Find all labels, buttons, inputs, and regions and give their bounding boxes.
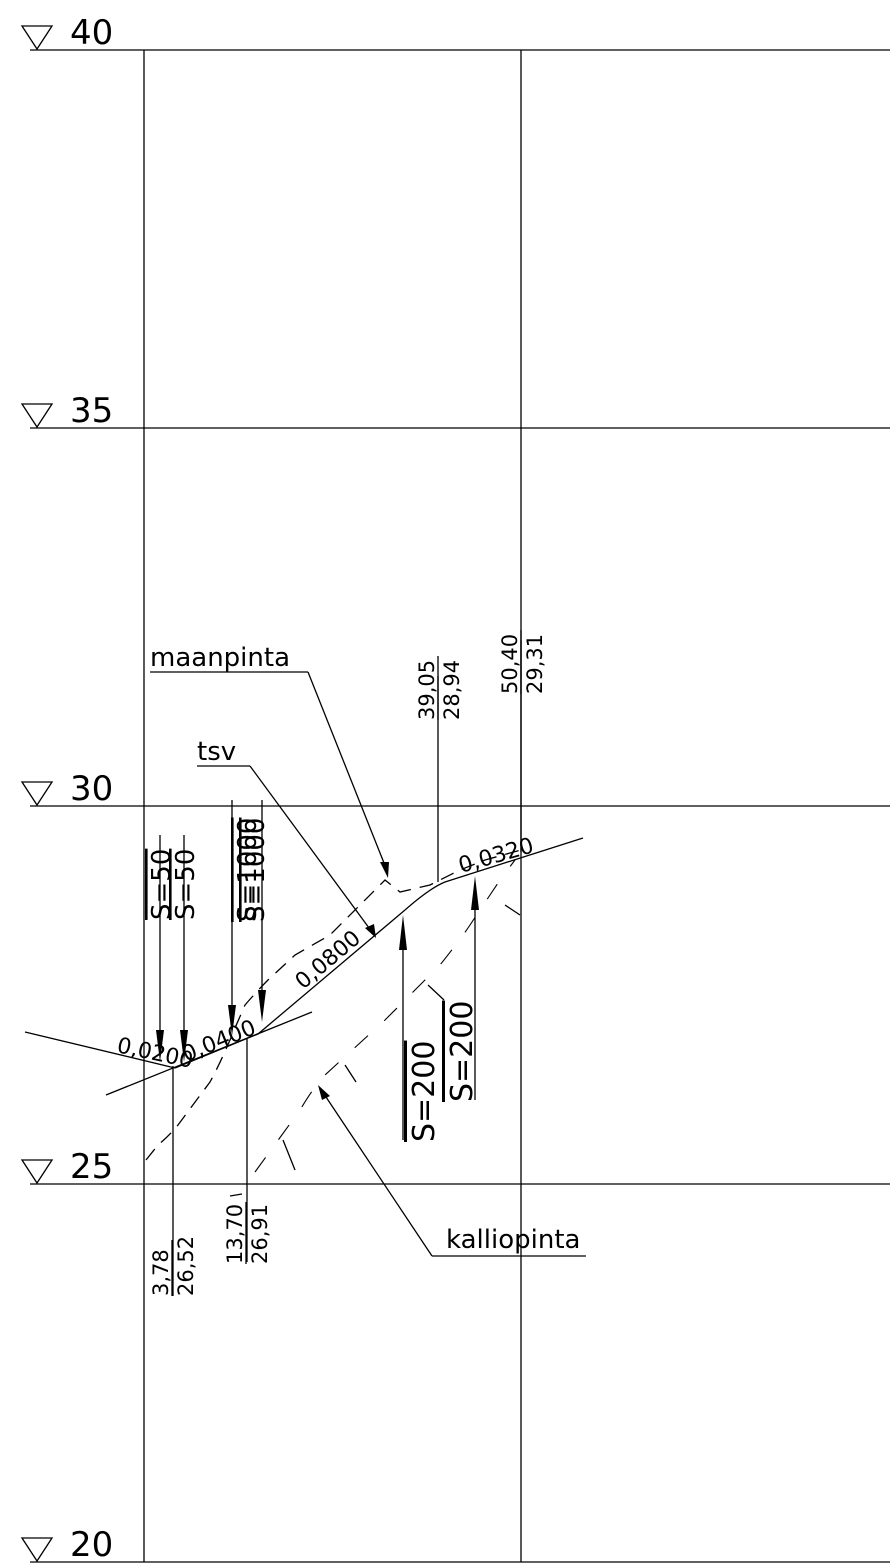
grade-label: tsv [197,737,236,767]
curve-arrow [180,835,188,1062]
level-label: 25 [70,1147,113,1187]
curve-label: S=200 [407,1041,442,1142]
station-label: 3,78 26,52 [149,1236,198,1296]
station-elevation: 29,31 [523,634,547,694]
station-elevation: 28,94 [440,660,464,720]
level-triangle-icon [20,781,54,807]
bedrock-surface [229,859,521,1197]
level-triangle-icon [20,1537,54,1563]
ground-surface [145,849,522,1161]
bedrock-label: kalliopinta [446,1225,580,1255]
level-triangle-icon [20,1159,54,1185]
curve-label: S=1000 [241,818,271,922]
level-35: 35 [20,391,890,431]
ground-label: maanpinta [150,643,290,673]
station-label: 39,05 28,94 [415,656,464,720]
level-40: 40 [20,13,890,53]
grade-line [24,837,584,1096]
level-20: 20 [20,1525,890,1565]
curve-label: S=200 [445,1001,480,1102]
slope-label: 0,0320 [456,834,537,879]
slope-label: 0,0800 [291,926,366,995]
level-triangle-icon [20,25,54,51]
station-elevation: 26,91 [248,1204,272,1264]
ground-leader: maanpinta [150,643,389,878]
curve-label: S=50 [171,849,201,920]
level-label: 35 [70,391,113,431]
level-label: 40 [70,13,113,53]
curve-arrow [258,800,266,1022]
grade-leader: tsv [197,737,376,938]
station-distance: 50,40 [498,634,522,694]
curve-label: S=1000 [233,818,263,922]
station-label: 13,70 26,91 [223,1202,272,1264]
station-elevation: 26,52 [174,1236,198,1296]
station-distance: 3,78 [149,1249,173,1296]
curve-label: S=50 [147,849,177,920]
bedrock-leader: kalliopinta [318,1085,586,1257]
level-label: 30 [70,769,113,809]
level-triangle-icon [20,403,54,429]
curve-arrow [228,800,236,1036]
station-distance: 39,05 [415,660,439,720]
curve-arrow [399,915,407,1140]
station-label: 50,40 29,31 [498,630,547,694]
curve-arrow [471,876,479,1100]
level-30: 30 [20,769,890,809]
station-distance: 13,70 [223,1204,247,1264]
curve-arrow [156,835,164,1062]
level-label: 20 [70,1525,113,1565]
